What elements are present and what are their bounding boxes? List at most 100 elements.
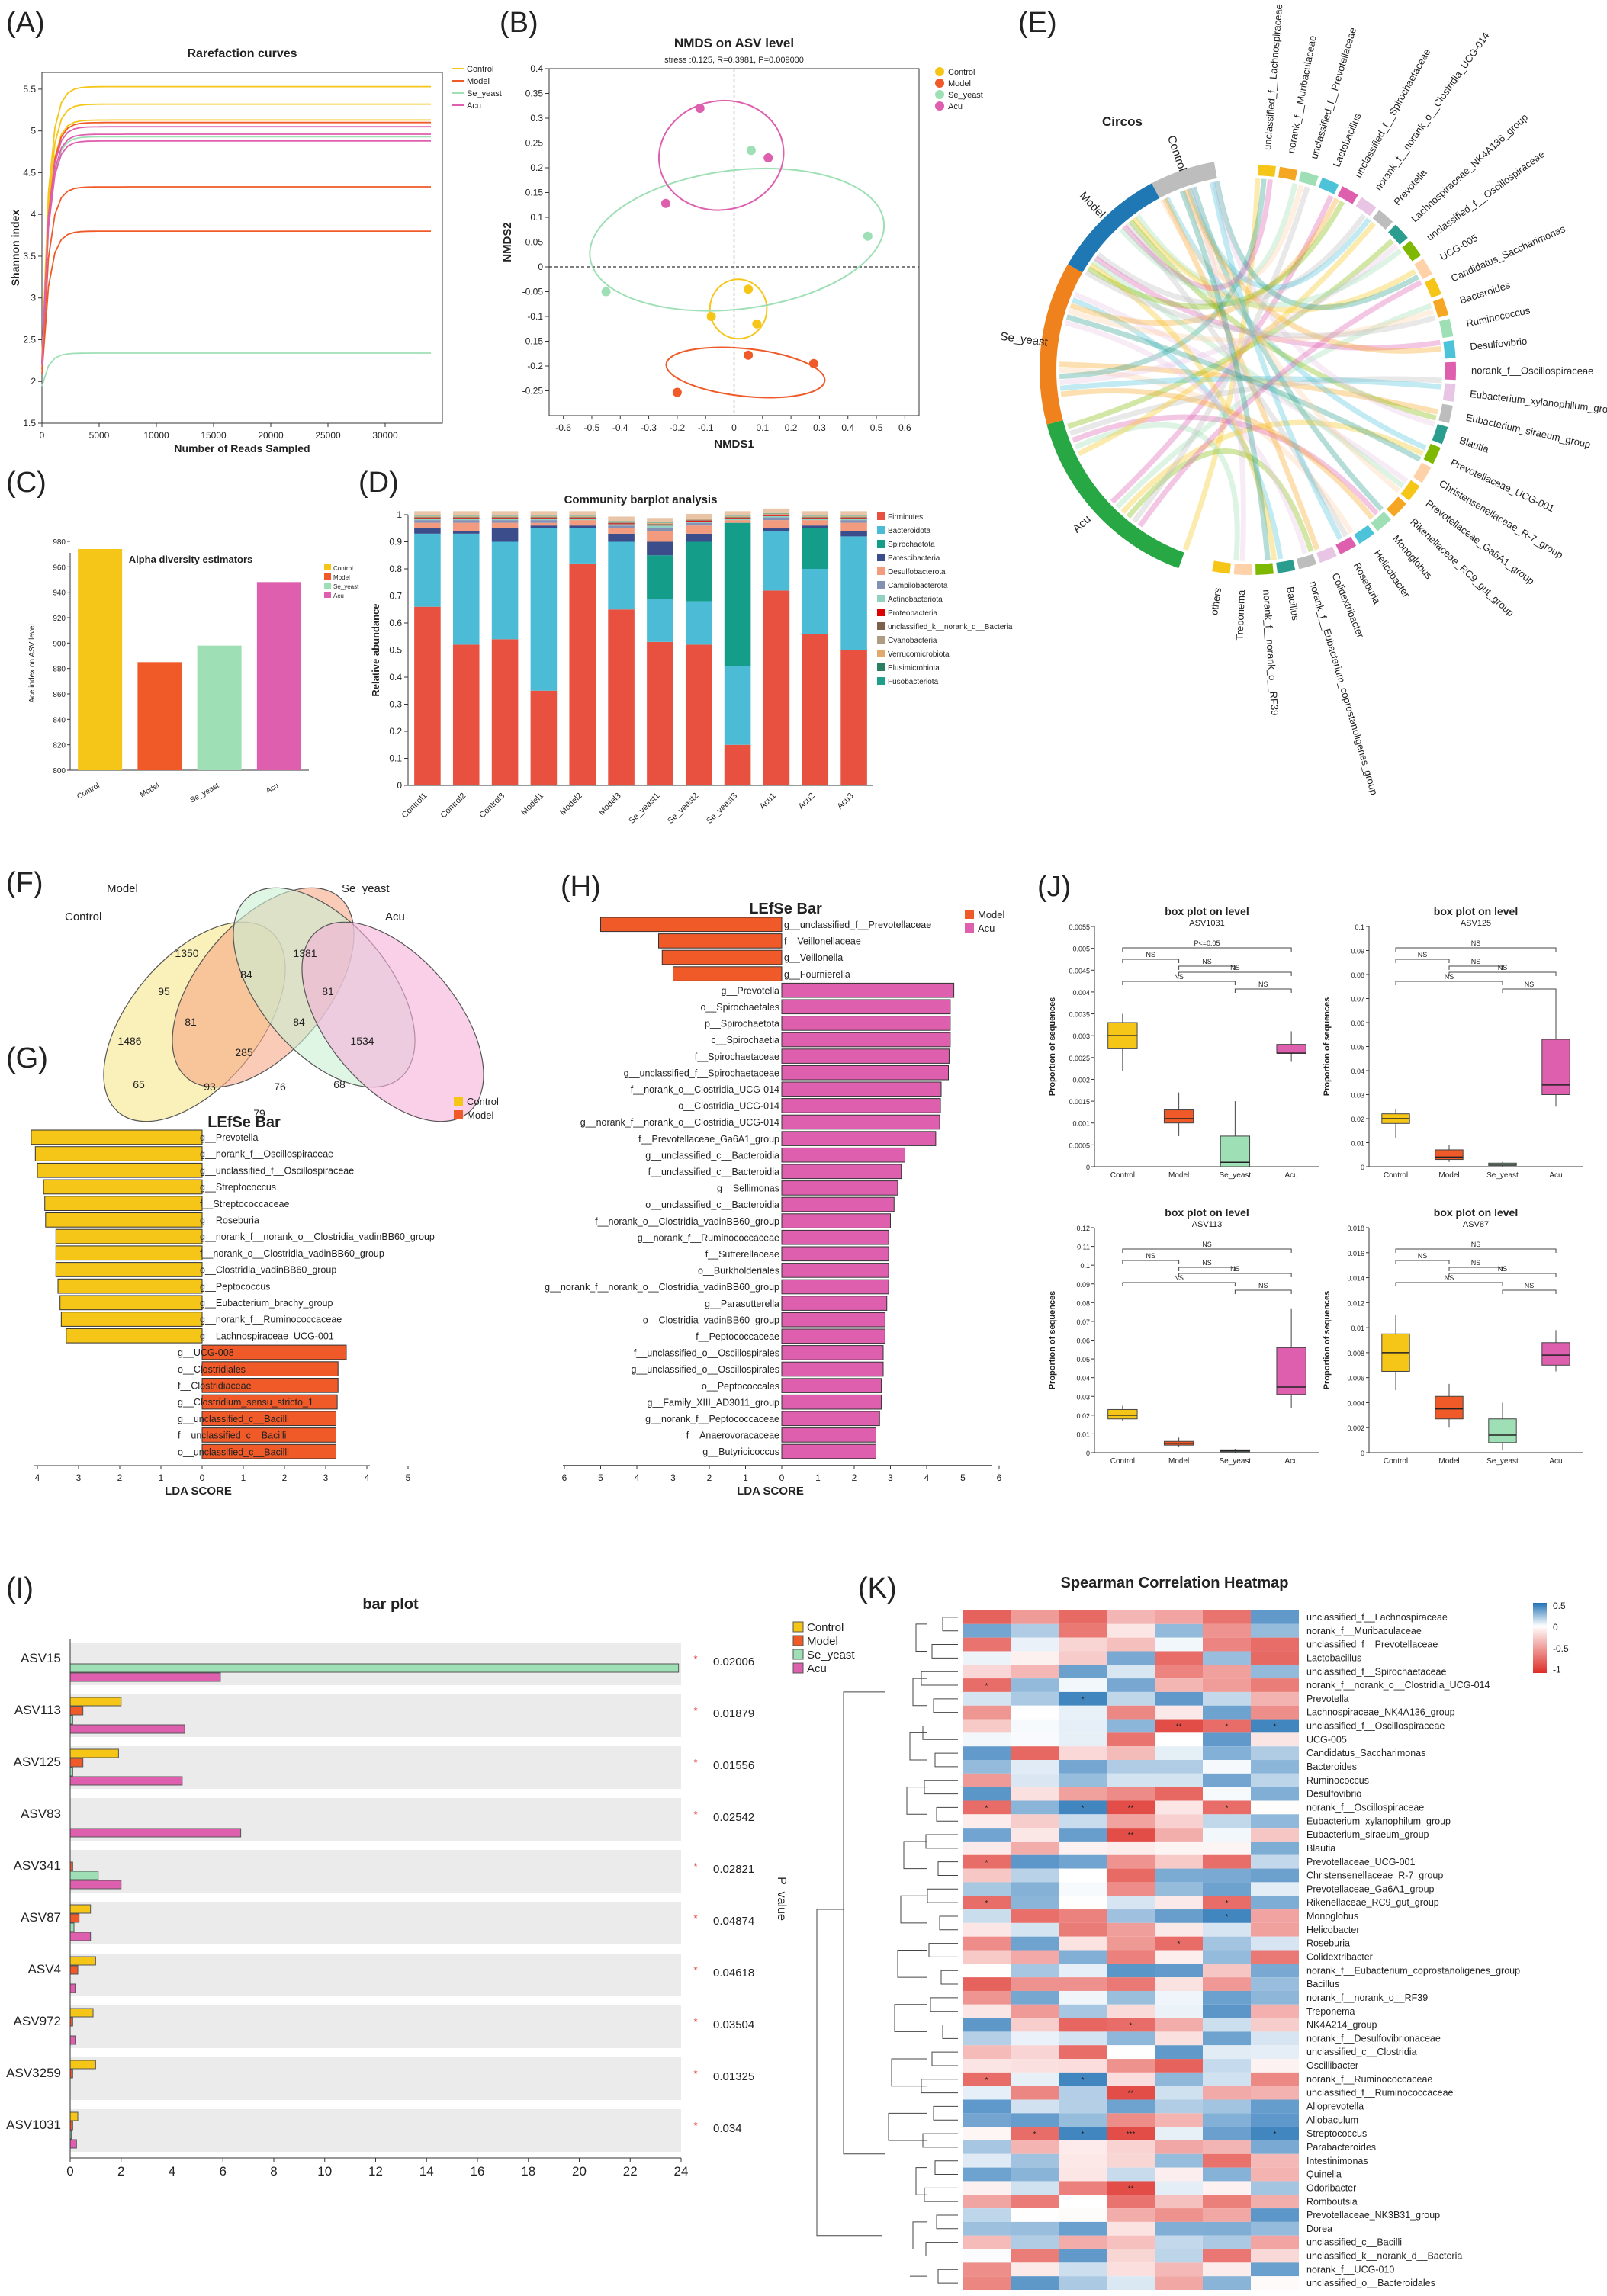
heatmap-star: ** [1176,1723,1182,1732]
venn-count: 93 [204,1081,216,1093]
heatmap-cell [1251,1882,1299,1896]
heatmap-cell [1059,1773,1107,1787]
heatmap-cell [1203,2153,1251,2168]
heatmap-cell [1203,1787,1251,1801]
rarefaction-curve [41,126,431,364]
y-tick-label: 0.6 [389,618,402,628]
heatmap-cell [1011,1665,1059,1679]
point-Se_yeast [746,146,756,156]
panel-letter-J: (J) [1037,871,1071,903]
heatmap-star: ** [1128,2090,1134,2099]
chord-link [1072,297,1284,560]
sig-bracket [1178,1267,1236,1271]
heatmap-cell [1107,1719,1155,1733]
heatmap-cell [1155,2140,1203,2154]
y-axis-label: P_value [775,1877,788,1921]
bar-Model [137,662,182,770]
heatmap-star: ** [1128,2185,1134,2193]
heatmap-row-label: norank_f__Muribaculaceae [1306,1626,1422,1636]
stack-segment [569,525,596,528]
sig-label: NS [1174,1274,1184,1282]
x-tick-label: Control3 [477,792,506,820]
legend-label: Firmicutes [888,513,923,522]
lefse-label: p__Spirochaetota [705,1019,779,1029]
taxon-label: Blautia [1458,435,1491,455]
heatmap-cell [1059,1882,1107,1896]
y-axis-label: Ace index on ASV level [28,624,37,702]
lefse-bar [43,1179,203,1195]
y-tick-label: 0.35 [525,88,544,99]
heatmap-cell [1251,1760,1299,1774]
heatmap-cell [963,1665,1011,1679]
rarefaction-curve [41,103,431,361]
heatmap-cell [1059,2153,1107,2168]
heatmap-cell [1155,1990,1203,2005]
lefse-bar [781,1131,937,1146]
x-tick-label: 0.2 [785,422,798,433]
heatmap-cell [1059,2127,1107,2140]
heatmap-cell [1203,2140,1251,2154]
point-Acu [763,153,773,162]
heatmap-cell [1203,2045,1251,2060]
heatmap-cell [963,2140,1011,2154]
lefse-bar [37,1162,203,1178]
stack-segment [647,523,673,524]
lefse-bar [66,1328,203,1344]
lefse-bar [201,1443,336,1459]
x-tick-label: Acu [1549,1171,1562,1180]
heatmap-cell [1155,1868,1203,1883]
y-tick-label: 0.0005 [1069,1142,1090,1149]
lefse-label: g__Clostridium_sensu_stricto_1 [178,1397,313,1408]
heatmap-cell [1059,1732,1107,1747]
y-tick-label: 0.1 [530,212,543,223]
stack-segment [452,516,480,517]
sig-bracket [1234,1289,1292,1294]
chord-link [1091,259,1405,489]
heatmap-cell [1203,1610,1251,1624]
legend-swatch [324,564,331,570]
heatmap-cell [1251,1691,1299,1706]
stack-segment [452,511,480,516]
point-Control [706,312,716,321]
stack-segment [530,511,558,516]
y-tick-label: 0.5 [389,645,402,656]
x-tick-label: 4 [924,1472,930,1483]
lefse-bar [781,999,951,1015]
chord-link [1122,178,1273,291]
heatmap-cell [1203,1732,1251,1747]
heatmap-cell [963,1841,1011,1855]
box-Acu [1276,1044,1306,1054]
y-tick-label: 920 [53,615,66,623]
x-tick-label: Se_yeast [1486,1457,1519,1466]
chart-title: LEfSe Bar [749,901,822,917]
taxon-arc [1438,318,1454,339]
heatmap-cell [1203,1637,1251,1652]
x-tick-label: 5000 [89,430,110,441]
y-tick-label: 0.1 [1355,923,1364,931]
stack-segment [530,520,558,523]
box-Control [1107,1408,1138,1420]
heatmap-cell [1011,1977,1059,1991]
legend-swatch [792,1621,804,1633]
stack-segment [569,516,596,518]
heatmap-cell [1059,1964,1107,1978]
chart-title: Rarefaction curves [187,47,297,60]
heatmap-cell [1155,1651,1203,1665]
heatmap-cell [1107,2072,1155,2086]
x-tick-label: 0 [40,430,45,441]
row-background [70,2057,681,2100]
chord-link [1074,422,1240,561]
heatmap-cell [1107,2086,1155,2100]
chart-title: Spearman Correlation Heatmap [1061,1575,1289,1591]
heatmap-row-label: Prevotella [1306,1694,1349,1704]
taxon-label: unclassified_f__Lachnospiraceae [1261,4,1284,151]
sig-bracket [1502,988,1557,993]
x-tick-label: 0.1 [756,422,769,433]
y-tick-label: 0 [1361,1164,1364,1171]
legend-label: Model [978,909,1005,920]
stack-segment [685,644,712,785]
heatmap-cell [1251,2113,1299,2127]
legend-swatch [877,554,885,561]
stack-segment [763,520,790,528]
taxon-arc [1255,563,1274,575]
